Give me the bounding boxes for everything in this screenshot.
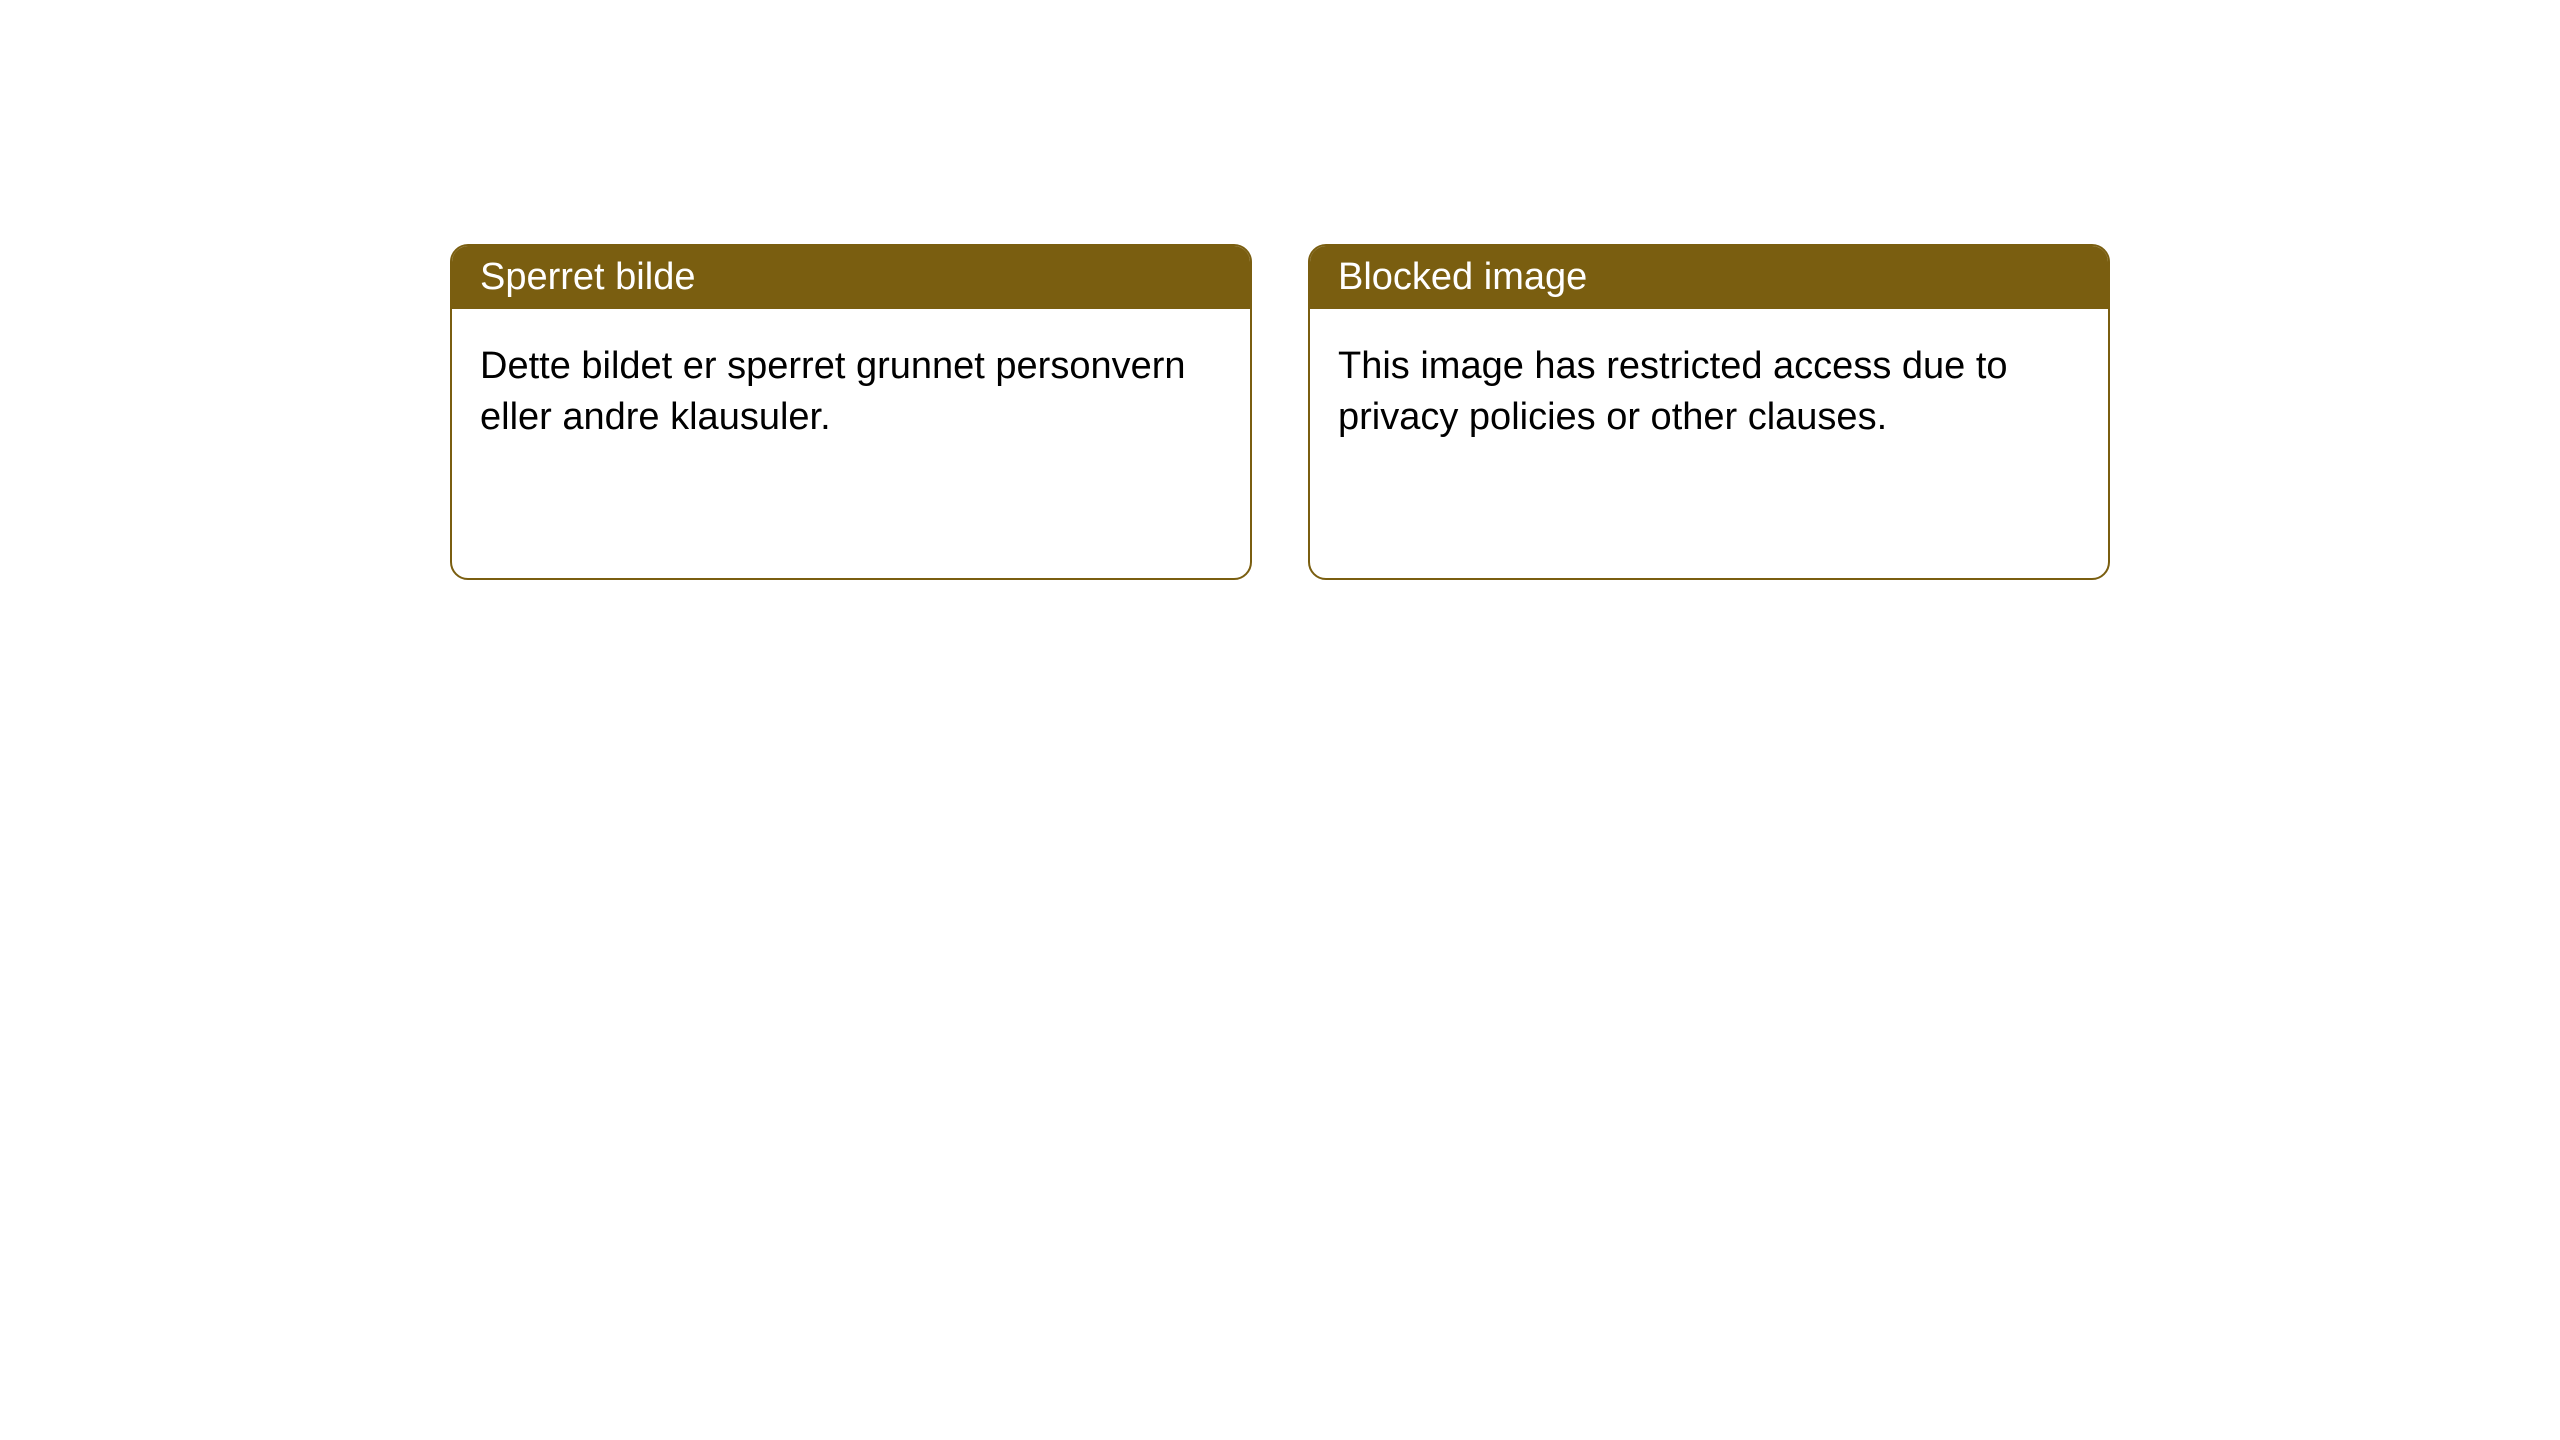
card-body: Dette bildet er sperret grunnet personve… (452, 309, 1250, 476)
notice-card-norwegian: Sperret bilde Dette bildet er sperret gr… (450, 244, 1252, 580)
card-header: Sperret bilde (452, 246, 1250, 309)
notice-card-english: Blocked image This image has restricted … (1308, 244, 2110, 580)
card-header-text: Blocked image (1338, 256, 1587, 298)
card-body-text: Dette bildet er sperret grunnet personve… (480, 345, 1186, 438)
notice-cards-container: Sperret bilde Dette bildet er sperret gr… (450, 244, 2110, 580)
card-body-text: This image has restricted access due to … (1338, 345, 2008, 438)
card-header: Blocked image (1310, 246, 2108, 309)
card-body: This image has restricted access due to … (1310, 309, 2108, 476)
card-header-text: Sperret bilde (480, 256, 695, 298)
